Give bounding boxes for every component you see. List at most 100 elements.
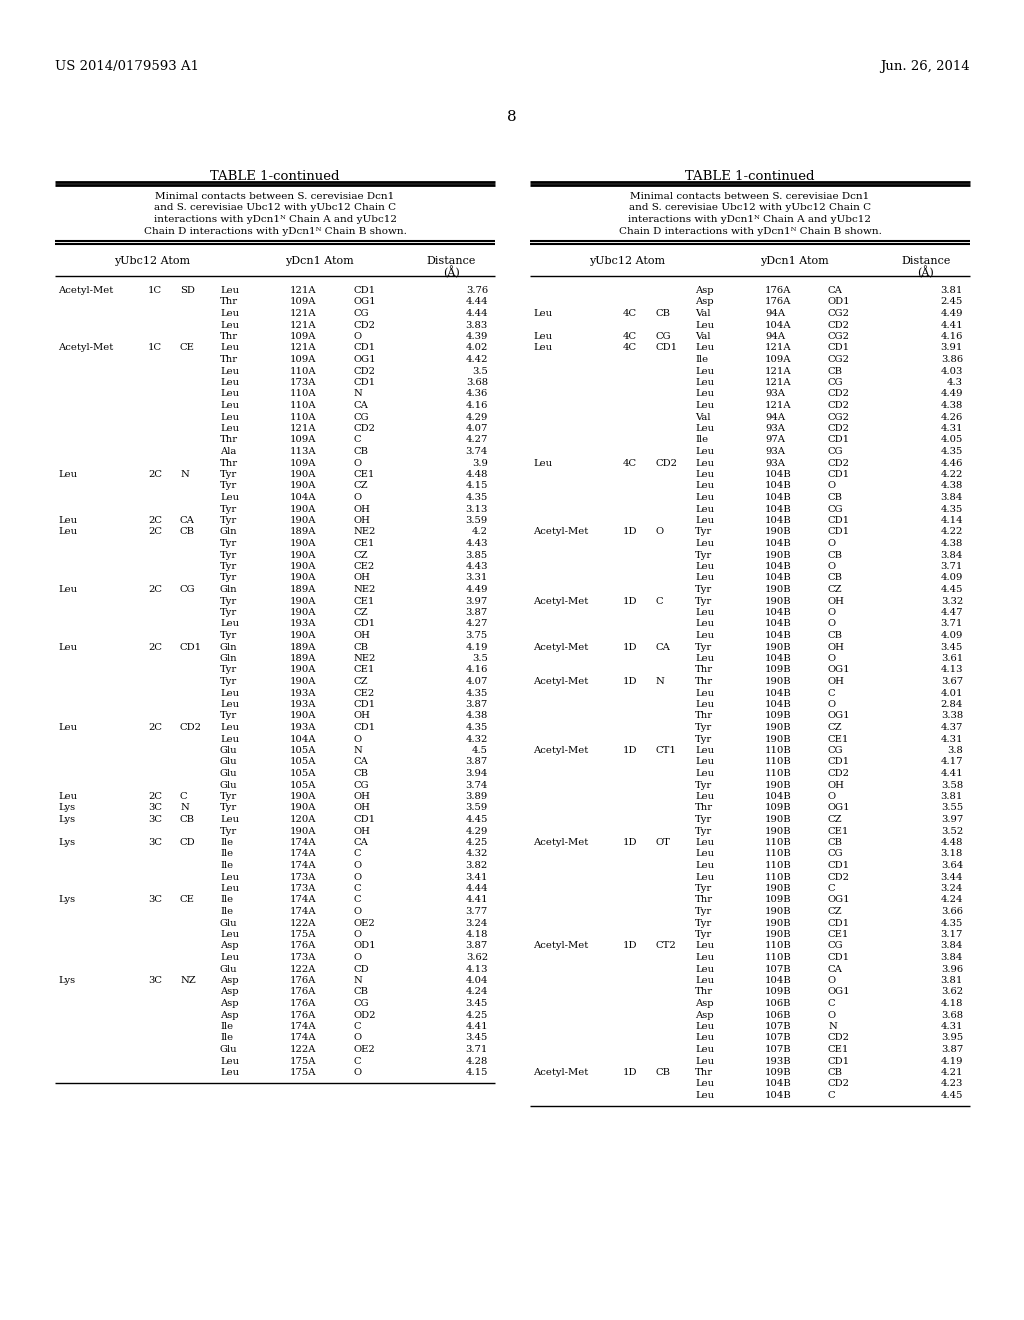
Text: 4.35: 4.35	[941, 919, 963, 928]
Text: 3C: 3C	[148, 804, 162, 813]
Text: 104B: 104B	[765, 470, 792, 479]
Text: Leu: Leu	[695, 343, 714, 352]
Text: Tyr: Tyr	[695, 907, 713, 916]
Text: 109A: 109A	[290, 355, 316, 364]
Text: CA: CA	[655, 643, 670, 652]
Text: 4.09: 4.09	[941, 631, 963, 640]
Text: 104A: 104A	[765, 321, 792, 330]
Text: Leu: Leu	[695, 941, 714, 950]
Text: 110B: 110B	[765, 770, 792, 777]
Text: 190A: 190A	[290, 482, 316, 491]
Text: OE2: OE2	[353, 1045, 375, 1053]
Text: 104B: 104B	[765, 689, 792, 697]
Text: Tyr: Tyr	[220, 562, 238, 572]
Text: OH: OH	[353, 504, 370, 513]
Text: Leu: Leu	[695, 631, 714, 640]
Text: 93A: 93A	[765, 424, 785, 433]
Text: 3.84: 3.84	[941, 492, 963, 502]
Text: CT1: CT1	[655, 746, 676, 755]
Text: Thr: Thr	[695, 1068, 713, 1077]
Text: CE1: CE1	[353, 597, 375, 606]
Text: O: O	[353, 873, 361, 882]
Text: CB: CB	[353, 770, 368, 777]
Text: 4.35: 4.35	[941, 504, 963, 513]
Text: Leu: Leu	[220, 619, 240, 628]
Text: 3.32: 3.32	[941, 597, 963, 606]
Text: 4.16: 4.16	[466, 401, 488, 411]
Text: CZ: CZ	[828, 723, 843, 733]
Text: 4.41: 4.41	[465, 1022, 488, 1031]
Text: CD2: CD2	[828, 321, 850, 330]
Text: 176A: 176A	[765, 286, 792, 294]
Text: CD2: CD2	[828, 458, 850, 467]
Text: 104A: 104A	[290, 734, 316, 743]
Text: C: C	[353, 895, 360, 904]
Text: OH: OH	[353, 711, 370, 721]
Text: Leu: Leu	[220, 401, 240, 411]
Text: Leu: Leu	[695, 492, 714, 502]
Text: CD2: CD2	[828, 873, 850, 882]
Text: Leu: Leu	[220, 367, 240, 375]
Text: Leu: Leu	[220, 931, 240, 939]
Text: Ile: Ile	[220, 1022, 233, 1031]
Text: 193A: 193A	[290, 689, 316, 697]
Text: Leu: Leu	[695, 965, 714, 974]
Text: Asp: Asp	[220, 999, 239, 1008]
Text: C: C	[828, 999, 836, 1008]
Text: 190B: 190B	[765, 734, 792, 743]
Text: 1C: 1C	[148, 286, 162, 294]
Text: Leu: Leu	[220, 412, 240, 421]
Text: 105A: 105A	[290, 770, 316, 777]
Text: 3.45: 3.45	[466, 1034, 488, 1043]
Text: CB: CB	[180, 814, 195, 824]
Text: 4.25: 4.25	[466, 838, 488, 847]
Text: CE1: CE1	[828, 826, 849, 836]
Text: 3.38: 3.38	[941, 711, 963, 721]
Text: 190A: 190A	[290, 504, 316, 513]
Text: 3.87: 3.87	[941, 1045, 963, 1053]
Text: 3.5: 3.5	[472, 653, 488, 663]
Text: CD1: CD1	[828, 470, 850, 479]
Text: Tyr: Tyr	[695, 585, 713, 594]
Text: Leu: Leu	[695, 1045, 714, 1053]
Text: Leu: Leu	[695, 770, 714, 777]
Text: 3.83: 3.83	[466, 321, 488, 330]
Text: 4.43: 4.43	[466, 562, 488, 572]
Text: CD2: CD2	[655, 458, 677, 467]
Text: 174A: 174A	[290, 861, 316, 870]
Text: 3.86: 3.86	[941, 355, 963, 364]
Text: 4.24: 4.24	[940, 895, 963, 904]
Text: CT2: CT2	[655, 941, 676, 950]
Text: Leu: Leu	[695, 953, 714, 962]
Text: CA: CA	[828, 965, 843, 974]
Text: Lys: Lys	[58, 838, 75, 847]
Text: CE2: CE2	[353, 689, 374, 697]
Text: Leu: Leu	[220, 814, 240, 824]
Text: 3.94: 3.94	[466, 770, 488, 777]
Text: Acetyl-Met: Acetyl-Met	[58, 286, 114, 294]
Text: 3.81: 3.81	[941, 975, 963, 985]
Text: N: N	[180, 804, 188, 813]
Text: 2C: 2C	[148, 516, 162, 525]
Text: 1D: 1D	[623, 677, 638, 686]
Text: Leu: Leu	[695, 378, 714, 387]
Text: Minimal contacts between S. cerevisiae Dcn1: Minimal contacts between S. cerevisiae D…	[631, 191, 869, 201]
Text: 4.38: 4.38	[466, 711, 488, 721]
Text: Acetyl-Met: Acetyl-Met	[534, 597, 588, 606]
Text: Acetyl-Met: Acetyl-Met	[58, 343, 114, 352]
Text: 3.89: 3.89	[466, 792, 488, 801]
Text: NE2: NE2	[353, 585, 376, 594]
Text: Leu: Leu	[220, 286, 240, 294]
Text: (Å): (Å)	[918, 267, 934, 279]
Text: 4.39: 4.39	[466, 333, 488, 341]
Text: yUbc12 Atom: yUbc12 Atom	[589, 256, 665, 267]
Text: CG: CG	[353, 309, 369, 318]
Text: 190A: 190A	[290, 677, 316, 686]
Text: 110A: 110A	[290, 389, 316, 399]
Text: 105A: 105A	[290, 746, 316, 755]
Text: CB: CB	[828, 573, 843, 582]
Text: 1D: 1D	[623, 597, 638, 606]
Text: CD1: CD1	[353, 286, 375, 294]
Text: CD1: CD1	[828, 953, 850, 962]
Text: CE: CE	[180, 343, 195, 352]
